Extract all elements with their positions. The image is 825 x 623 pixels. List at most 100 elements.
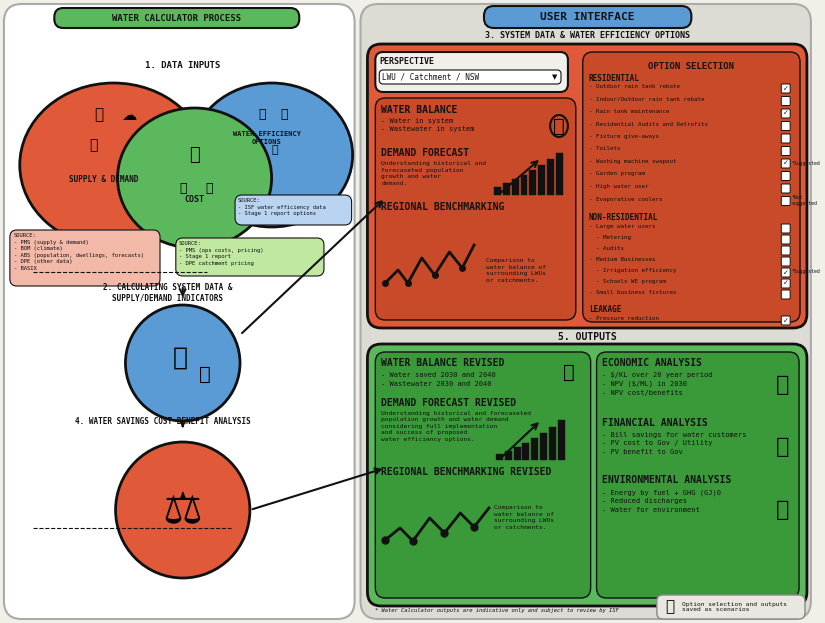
FancyBboxPatch shape — [512, 179, 519, 195]
FancyBboxPatch shape — [375, 98, 576, 320]
Text: 5. OUTPUTS: 5. OUTPUTS — [559, 332, 617, 342]
Text: * Water Calculator outputs are indicative only and subject to review by ISF: * Water Calculator outputs are indicativ… — [375, 608, 619, 613]
FancyBboxPatch shape — [521, 175, 527, 195]
FancyBboxPatch shape — [235, 195, 351, 225]
Text: 🚿: 🚿 — [258, 108, 266, 121]
Text: 1. DATA INPUTS: 1. DATA INPUTS — [145, 60, 220, 70]
FancyBboxPatch shape — [781, 235, 790, 244]
FancyBboxPatch shape — [176, 238, 324, 276]
Ellipse shape — [117, 108, 271, 248]
Text: ENVIRONMENTAL ANALYSIS: ENVIRONMENTAL ANALYSIS — [602, 475, 732, 485]
Text: 💾: 💾 — [665, 599, 674, 614]
Text: 👥: 👥 — [94, 108, 103, 123]
Text: SOURCE:
- PMS (ops costs, pricing)
- Stage 1 report
- DPE catchment pricing: SOURCE: - PMS (ops costs, pricing) - Sta… — [179, 241, 263, 266]
Text: Understanding historical and forecaseted
population growth and water demand
cons: Understanding historical and forecaseted… — [381, 411, 531, 442]
FancyBboxPatch shape — [781, 97, 790, 105]
FancyBboxPatch shape — [781, 146, 790, 156]
FancyBboxPatch shape — [596, 352, 799, 598]
FancyBboxPatch shape — [4, 4, 355, 619]
Text: LWU / Catchment / NSW: LWU / Catchment / NSW — [382, 73, 479, 82]
Ellipse shape — [191, 83, 352, 227]
Text: 🔢: 🔢 — [199, 364, 210, 384]
Text: 💡: 💡 — [189, 146, 200, 164]
FancyBboxPatch shape — [367, 44, 807, 328]
Text: - Medium Businesses: - Medium Businesses — [589, 257, 655, 262]
FancyBboxPatch shape — [367, 344, 807, 606]
Text: PERSPECTIVE: PERSPECTIVE — [380, 57, 434, 65]
FancyBboxPatch shape — [10, 230, 160, 286]
Text: - Irrigation efficiency: - Irrigation efficiency — [589, 268, 676, 273]
Text: - High water user: - High water user — [589, 184, 648, 189]
Text: FINANCIAL ANALYSIS: FINANCIAL ANALYSIS — [602, 418, 708, 428]
Text: ✓: ✓ — [783, 85, 789, 92]
FancyBboxPatch shape — [549, 427, 556, 460]
Text: WATER EFFICIENCY
OPTIONS: WATER EFFICIENCY OPTIONS — [233, 131, 300, 145]
Text: OPTION SELECTION: OPTION SELECTION — [648, 62, 734, 71]
Text: COST: COST — [185, 196, 205, 204]
FancyBboxPatch shape — [781, 109, 790, 118]
Text: - Residential Audits and Retrofits: - Residential Audits and Retrofits — [589, 121, 708, 126]
Text: *Not
suggested: *Not suggested — [791, 195, 817, 206]
Text: - Indoor/Outdoor rain tank rebate: - Indoor/Outdoor rain tank rebate — [589, 97, 705, 102]
Ellipse shape — [20, 83, 207, 247]
FancyBboxPatch shape — [531, 438, 538, 460]
FancyBboxPatch shape — [781, 84, 790, 93]
FancyBboxPatch shape — [781, 224, 790, 233]
Text: *Suggested: *Suggested — [791, 270, 820, 275]
FancyBboxPatch shape — [781, 246, 790, 255]
Text: SUPPLY & DEMAND: SUPPLY & DEMAND — [69, 176, 139, 184]
Text: ECONOMIC ANALYSIS: ECONOMIC ANALYSIS — [602, 358, 702, 368]
FancyBboxPatch shape — [781, 316, 790, 325]
Text: 📊: 📊 — [90, 138, 98, 152]
Text: - Water saved 2030 and 2040
- Wastewater 2030 and 2040: - Water saved 2030 and 2040 - Wastewater… — [381, 372, 496, 386]
Text: ✓: ✓ — [783, 161, 789, 166]
Text: DEMAND FORECAST REVISED: DEMAND FORECAST REVISED — [381, 398, 516, 408]
FancyBboxPatch shape — [781, 134, 790, 143]
FancyBboxPatch shape — [558, 420, 565, 460]
Text: - Large water users: - Large water users — [589, 224, 655, 229]
Text: ✓: ✓ — [783, 110, 789, 117]
Text: ✓: ✓ — [783, 280, 789, 287]
Text: Understanding historical and
forecaseted population
growth and water
demand.: Understanding historical and forecaseted… — [381, 161, 486, 186]
FancyBboxPatch shape — [781, 184, 790, 193]
Text: - Small business fixtures: - Small business fixtures — [589, 290, 676, 295]
FancyBboxPatch shape — [556, 153, 563, 195]
Text: SOURCE:
- PMS (supply & demand)
- BOM (climate)
- ABS (population, dwellings, fo: SOURCE: - PMS (supply & demand) - BOM (c… — [14, 233, 144, 271]
Text: - Washing machine swapout: - Washing machine swapout — [589, 159, 676, 164]
FancyBboxPatch shape — [540, 433, 547, 460]
Text: RESIDENTIAL: RESIDENTIAL — [589, 74, 639, 83]
Text: - Fixture give-aways: - Fixture give-aways — [589, 134, 658, 139]
FancyBboxPatch shape — [547, 159, 554, 195]
FancyBboxPatch shape — [54, 8, 299, 28]
FancyBboxPatch shape — [502, 183, 510, 195]
Text: WATER BALANCE REVISED: WATER BALANCE REVISED — [381, 358, 505, 368]
Text: 2. CALCULATING SYSTEM DATA &
SUPPLY/DEMAND INDICATORS: 2. CALCULATING SYSTEM DATA & SUPPLY/DEMA… — [103, 283, 233, 303]
Text: - Pressure reduction: - Pressure reduction — [589, 316, 658, 321]
Text: - Metering: - Metering — [589, 235, 630, 240]
FancyBboxPatch shape — [484, 6, 691, 28]
Text: 4. WATER SAVINGS COST BENEFIT ANALYSIS: 4. WATER SAVINGS COST BENEFIT ANALYSIS — [75, 417, 251, 427]
FancyBboxPatch shape — [538, 165, 545, 195]
Text: - Outdoor rain tank rebate: - Outdoor rain tank rebate — [589, 84, 680, 89]
FancyBboxPatch shape — [781, 159, 790, 168]
Text: WATER CALCULATOR PROCESS: WATER CALCULATOR PROCESS — [112, 14, 241, 23]
Text: - $/KL over 20 year period
- NPV ($/ML) in 2030
- NPV cost/benefits: - $/KL over 20 year period - NPV ($/ML) … — [602, 372, 713, 396]
FancyBboxPatch shape — [781, 279, 790, 288]
Text: 🏠: 🏠 — [271, 145, 278, 155]
Text: Option selection and outputs
saved as scenarios: Option selection and outputs saved as sc… — [681, 602, 786, 612]
Text: DEMAND FORECAST: DEMAND FORECAST — [381, 148, 469, 158]
FancyBboxPatch shape — [657, 595, 805, 619]
FancyBboxPatch shape — [781, 257, 790, 266]
Text: - Rain tank maintenance: - Rain tank maintenance — [589, 109, 669, 114]
FancyBboxPatch shape — [514, 447, 521, 460]
Text: 📋: 📋 — [173, 346, 188, 370]
Text: - Toilets: - Toilets — [589, 146, 620, 151]
Text: REGIONAL BENCHMARKING: REGIONAL BENCHMARKING — [381, 202, 505, 212]
FancyBboxPatch shape — [530, 170, 536, 195]
Text: *Suggested: *Suggested — [791, 161, 820, 166]
FancyBboxPatch shape — [496, 454, 502, 460]
Text: - Garden program: - Garden program — [589, 171, 644, 176]
Text: 💧: 💧 — [553, 117, 565, 135]
FancyBboxPatch shape — [781, 121, 790, 130]
FancyBboxPatch shape — [522, 443, 530, 460]
